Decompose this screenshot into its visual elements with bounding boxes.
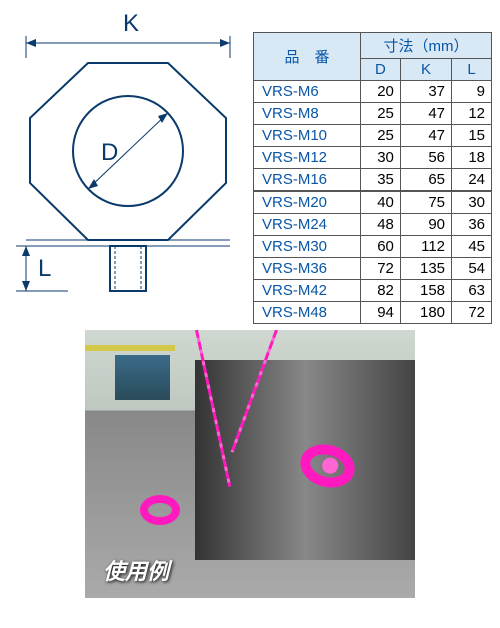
table-row: VRS-M367213554 (254, 258, 492, 280)
cell-k: 37 (400, 81, 451, 103)
cell-k: 180 (400, 302, 451, 324)
table-row: VRS-M489418072 (254, 302, 492, 324)
cell-product: VRS-M8 (254, 103, 361, 125)
cell-product: VRS-M12 (254, 147, 361, 169)
cell-l: 54 (452, 258, 492, 280)
cell-l: 24 (452, 169, 492, 192)
cell-product: VRS-M16 (254, 169, 361, 192)
cell-product: VRS-M6 (254, 81, 361, 103)
cell-k: 56 (400, 147, 451, 169)
header-l: L (452, 59, 492, 81)
cell-d: 25 (360, 125, 400, 147)
cell-d: 40 (360, 191, 400, 214)
cell-k: 90 (400, 214, 451, 236)
cell-l: 9 (452, 81, 492, 103)
cell-l: 63 (452, 280, 492, 302)
cell-l: 72 (452, 302, 492, 324)
cell-d: 35 (360, 169, 400, 192)
header-product: 品 番 (254, 33, 361, 81)
table-row: VRS-M306011245 (254, 236, 492, 258)
cell-d: 82 (360, 280, 400, 302)
header-dimensions: 寸法（mm） (360, 33, 491, 59)
cell-k: 47 (400, 125, 451, 147)
label-k: K (123, 10, 139, 37)
label-d: D (101, 139, 118, 166)
cell-product: VRS-M10 (254, 125, 361, 147)
cell-l: 36 (452, 214, 492, 236)
cell-k: 65 (400, 169, 451, 192)
label-l: L (38, 255, 51, 282)
cell-product: VRS-M24 (254, 214, 361, 236)
cell-l: 18 (452, 147, 492, 169)
table-row: VRS-M428215863 (254, 280, 492, 302)
cell-d: 94 (360, 302, 400, 324)
cell-product: VRS-M36 (254, 258, 361, 280)
cell-l: 12 (452, 103, 492, 125)
cell-k: 158 (400, 280, 451, 302)
lifting-ring-icon (140, 495, 180, 525)
table-row: VRS-M20407530 (254, 191, 492, 214)
cell-l: 45 (452, 236, 492, 258)
cell-product: VRS-M48 (254, 302, 361, 324)
cell-d: 30 (360, 147, 400, 169)
table-row: VRS-M12305618 (254, 147, 492, 169)
dimension-table: 品 番 寸法（mm） D K L VRS-M620379VRS-M8254712… (253, 32, 492, 324)
header-k: K (400, 59, 451, 81)
cell-k: 135 (400, 258, 451, 280)
cell-k: 112 (400, 236, 451, 258)
cell-product: VRS-M42 (254, 280, 361, 302)
table-row: VRS-M24489036 (254, 214, 492, 236)
cell-d: 72 (360, 258, 400, 280)
cell-d: 20 (360, 81, 400, 103)
cell-k: 47 (400, 103, 451, 125)
table-row: VRS-M620379 (254, 81, 492, 103)
table-row: VRS-M10254715 (254, 125, 492, 147)
cell-d: 25 (360, 103, 400, 125)
table-row: VRS-M16356524 (254, 169, 492, 192)
cell-d: 60 (360, 236, 400, 258)
header-d: D (360, 59, 400, 81)
cell-l: 15 (452, 125, 492, 147)
cell-d: 48 (360, 214, 400, 236)
usage-example-photo: 使用例 (85, 330, 415, 598)
dimension-diagram: K D L (8, 8, 243, 324)
cell-product: VRS-M30 (254, 236, 361, 258)
cell-l: 30 (452, 191, 492, 214)
table-row: VRS-M8254712 (254, 103, 492, 125)
cell-k: 75 (400, 191, 451, 214)
photo-caption: 使用例 (103, 554, 169, 586)
cell-product: VRS-M20 (254, 191, 361, 214)
